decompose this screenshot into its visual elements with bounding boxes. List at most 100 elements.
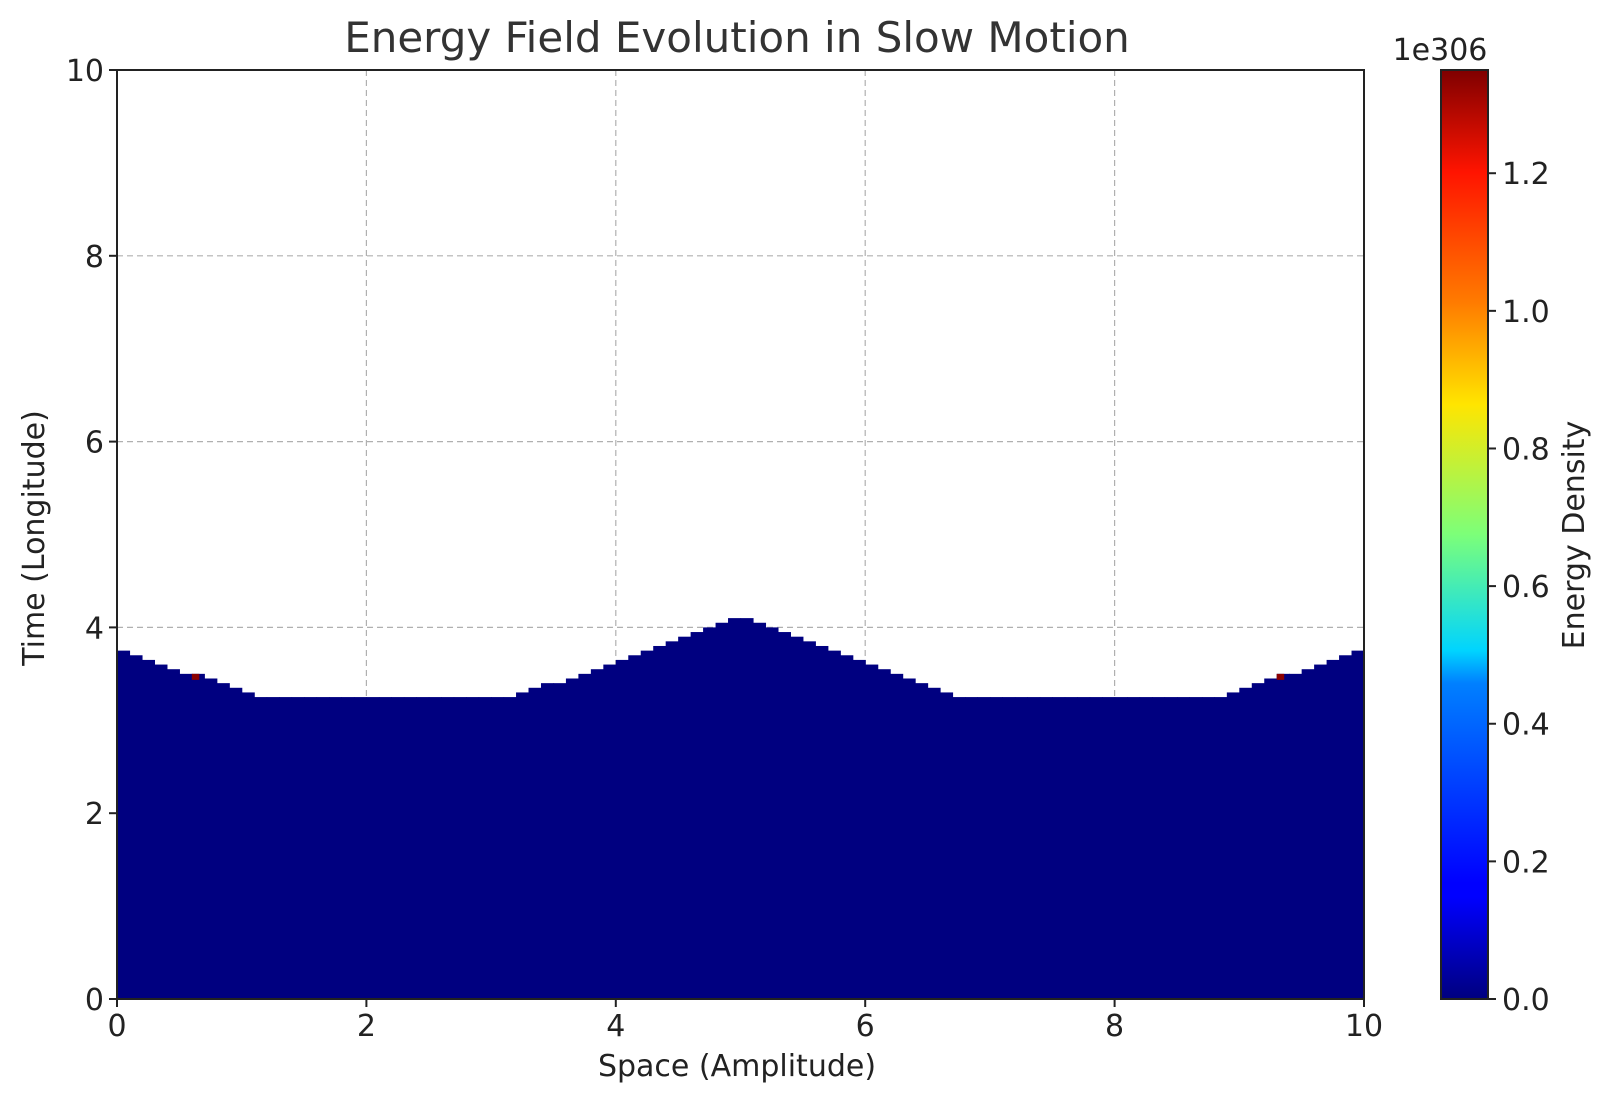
heatmap-column xyxy=(1201,697,1215,999)
colorbar: 0.0 0.2 0.4 0.6 0.8 1.0 1.2 1e306 Energy Densi… xyxy=(1393,33,1592,1018)
heatmap-column xyxy=(590,669,604,999)
hot-cells xyxy=(191,673,1285,680)
heatmap-column xyxy=(678,636,692,999)
colorbar-gradient xyxy=(1440,69,1489,1000)
heatmap-column xyxy=(416,697,430,999)
heatmap-column xyxy=(640,650,654,999)
heatmap-column xyxy=(1014,697,1028,999)
heatmap-column xyxy=(540,683,555,999)
heatmap-column xyxy=(1077,697,1091,999)
heatmap-column xyxy=(553,683,567,999)
heatmap-column xyxy=(516,692,530,999)
heatmap-column xyxy=(565,678,579,999)
colorbar-label: Energy Density xyxy=(1557,421,1592,650)
heatmap-column xyxy=(1064,697,1078,999)
heatmap-column xyxy=(441,697,455,999)
heatmap-column xyxy=(902,678,916,999)
heatmap-column xyxy=(254,697,268,999)
heatmap-column xyxy=(1102,697,1116,999)
heatmap-column xyxy=(865,664,879,999)
heatmap-column xyxy=(1002,697,1016,999)
heatmap-column xyxy=(752,622,767,999)
y-tick-label: 8 xyxy=(85,240,104,275)
heatmap-column xyxy=(927,687,941,999)
heatmap-column xyxy=(316,697,330,999)
heatmap-column xyxy=(690,632,704,999)
colorbar-tick-label: 0.4 xyxy=(1502,708,1550,743)
heatmap-column xyxy=(802,641,816,999)
heatmap-column xyxy=(1127,697,1141,999)
heatmap-column xyxy=(466,697,480,999)
heatmap-column xyxy=(815,645,829,999)
heatmap-column xyxy=(728,618,742,999)
x-tick-label: 4 xyxy=(606,1009,625,1044)
heatmap-column xyxy=(790,636,804,999)
heatmap-column xyxy=(341,697,355,999)
heatmap-column xyxy=(1164,697,1178,999)
heatmap-column xyxy=(840,655,854,999)
heatmap-column xyxy=(578,673,592,999)
y-tick-label: 0 xyxy=(85,983,104,1018)
heatmap-column xyxy=(154,664,168,999)
heatmap-column xyxy=(603,664,617,999)
heatmap-column xyxy=(279,697,293,999)
hot-cell xyxy=(1276,673,1285,680)
colorbar-tick-label: 0.6 xyxy=(1502,570,1550,605)
heatmap-column xyxy=(1314,664,1328,999)
heatmap-column xyxy=(1351,650,1365,999)
heatmap-column xyxy=(353,697,367,999)
x-tick-label: 8 xyxy=(1105,1009,1124,1044)
heatmap-column xyxy=(1089,697,1103,999)
heatmap-column xyxy=(915,683,929,999)
heatmap-column xyxy=(1326,659,1340,999)
x-axis-label: Space (Amplitude) xyxy=(598,1049,876,1084)
colorbar-tick-label: 0.0 xyxy=(1502,983,1550,1018)
heatmap-column xyxy=(1339,655,1353,999)
heatmap-column xyxy=(1214,697,1228,999)
heatmap-column xyxy=(852,659,866,999)
heatmap-column xyxy=(328,697,343,999)
heatmap-column xyxy=(1301,669,1315,999)
y-axis-label: Time (Longitude) xyxy=(17,410,52,667)
colorbar-tick-label: 0.2 xyxy=(1502,845,1550,880)
heatmap-column xyxy=(1189,697,1203,999)
heatmap-column xyxy=(665,641,679,999)
heatmap-column xyxy=(989,697,1003,999)
chart-title: Energy Field Evolution in Slow Motion xyxy=(344,13,1130,62)
x-tick-label: 10 xyxy=(1345,1009,1383,1044)
energy-field xyxy=(117,618,1365,999)
heatmap-column xyxy=(304,697,318,999)
heatmap-column xyxy=(1027,697,1041,999)
heatmap-column xyxy=(827,650,841,999)
colorbar-tick-label: 1.2 xyxy=(1502,157,1550,192)
y-tick-label: 6 xyxy=(85,426,104,461)
heatmap-column xyxy=(478,697,492,999)
y-ticks: 0 2 4 6 8 10 xyxy=(66,54,117,1018)
heatmap-column xyxy=(1152,697,1166,999)
heatmap-column xyxy=(1276,673,1290,999)
heatmap-column xyxy=(1039,697,1053,999)
axes xyxy=(116,69,1365,1000)
heatmap-column xyxy=(765,627,779,999)
heatmap-column xyxy=(1114,697,1128,999)
heatmap-column xyxy=(241,692,255,999)
heatmap-column xyxy=(378,697,392,999)
heatmap-column xyxy=(1052,697,1066,999)
heatmap-column xyxy=(1239,687,1253,999)
heatmap-column xyxy=(204,678,218,999)
heatmap-column xyxy=(266,697,280,999)
hot-cell xyxy=(191,673,200,680)
x-tick-label: 6 xyxy=(856,1009,875,1044)
heatmap-column xyxy=(179,673,193,999)
heatmap-column xyxy=(1289,673,1303,999)
x-tick-label: 2 xyxy=(357,1009,376,1044)
heatmap-column xyxy=(1264,678,1278,999)
y-tick-label: 10 xyxy=(66,54,104,89)
heatmap-column xyxy=(491,697,505,999)
heatmap-column xyxy=(291,697,305,999)
colorbar-ticks: 0.0 0.2 0.4 0.6 0.8 1.0 1.2 xyxy=(1488,157,1550,1018)
y-tick-label: 2 xyxy=(85,797,104,832)
heatmap-column xyxy=(615,659,629,999)
heatmap-column xyxy=(628,655,642,999)
colorbar-tick-label: 0.8 xyxy=(1502,432,1550,467)
